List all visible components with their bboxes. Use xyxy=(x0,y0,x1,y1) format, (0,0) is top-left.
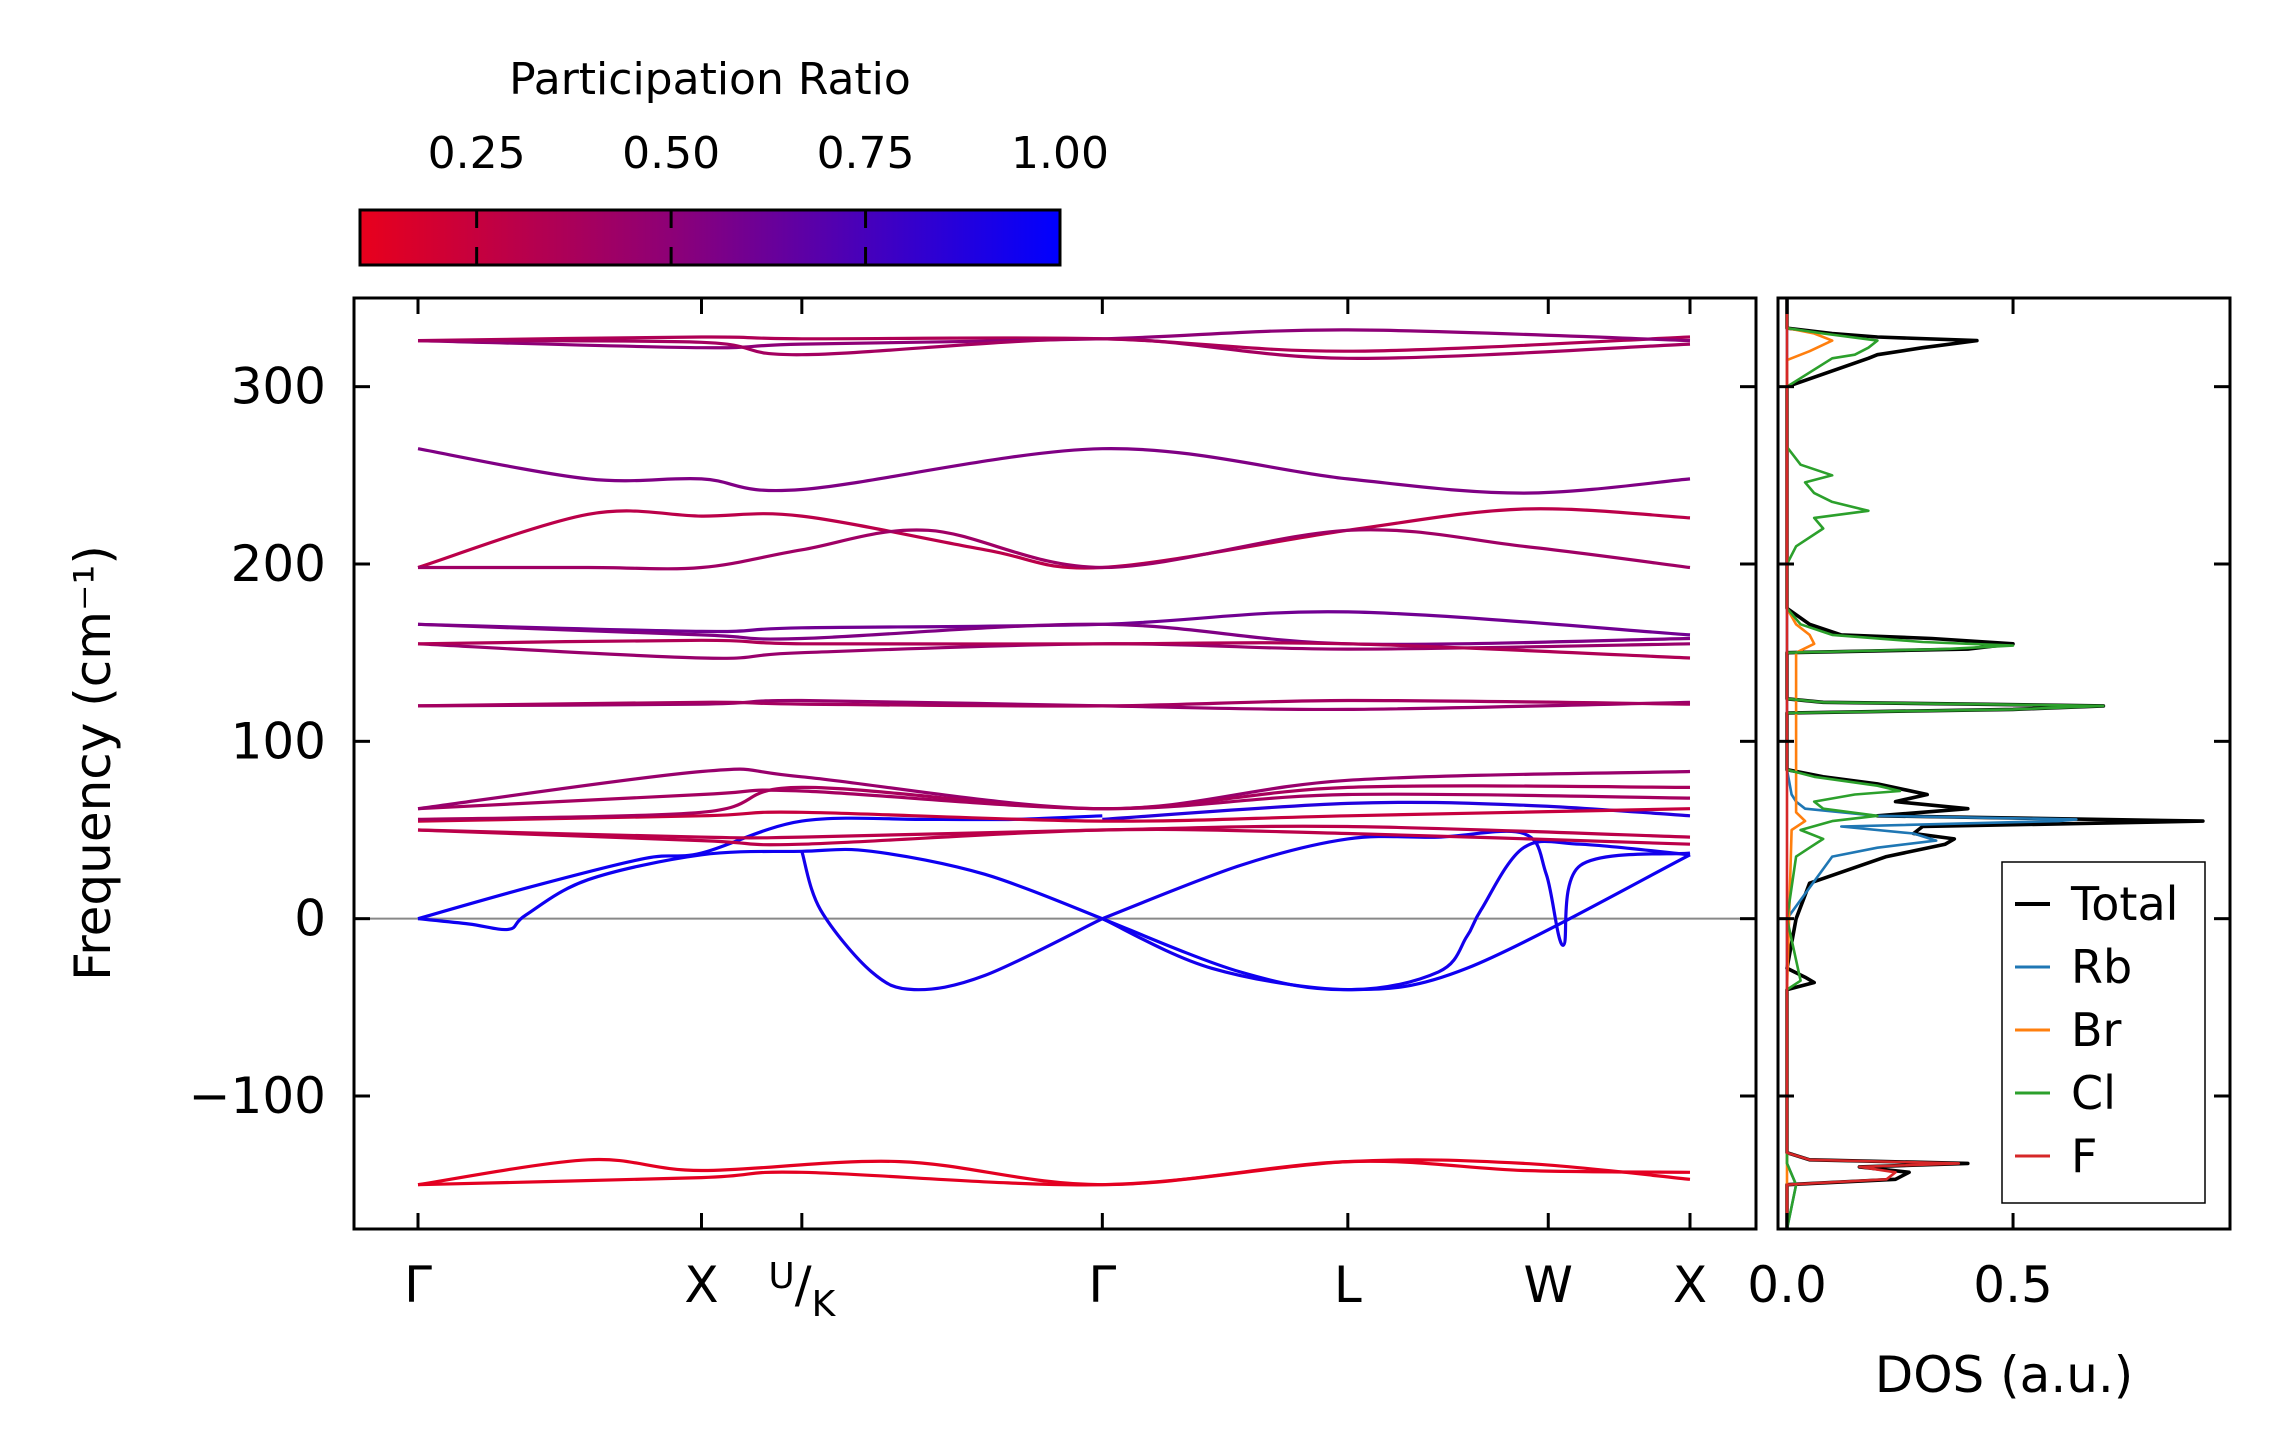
k-point-label: L xyxy=(1334,1256,1362,1314)
phonon-band-band-t1 xyxy=(417,335,1691,353)
dos-x-tick-label: 0.5 xyxy=(1973,1256,2053,1314)
dos-curve-f xyxy=(1785,298,1961,1229)
phonon-band-acoustic-6 xyxy=(1101,853,1691,992)
phonon-band-band-l6 xyxy=(417,784,1691,821)
y-tick-label: 300 xyxy=(231,358,326,416)
legend: Total Rb Br Cl F xyxy=(2001,861,2206,1204)
k-point-label: U/K xyxy=(768,1256,836,1325)
y-tick-label: −100 xyxy=(189,1067,326,1125)
y-tick-label: 200 xyxy=(231,535,326,593)
band-structure-panel: Frequency (cm⁻¹) 300 200 100 0 −100 Γ X U/K Γ L W… xyxy=(64,296,1758,1325)
phonon-band-band-k2 xyxy=(418,528,1691,571)
legend-label: F xyxy=(2071,1129,2097,1183)
k-point-label: X xyxy=(684,1256,718,1314)
phonon-band-band-f2 xyxy=(417,1159,1691,1187)
k-point-label: X xyxy=(1673,1256,1707,1314)
phonon-band-band-l2 xyxy=(417,824,1691,840)
phonon-band-band-t3 xyxy=(417,337,1691,360)
legend-label: Br xyxy=(2071,1003,2122,1057)
colorbar-tick-label: 1.00 xyxy=(1011,128,1109,179)
phonon-band-band-l1 xyxy=(417,827,1691,847)
phonon-band-acoustic-4 xyxy=(1101,839,1691,992)
dos-panel: 0.0 0.5 DOS (a.u.) Total Rb Br Cl F xyxy=(1747,296,2232,1404)
phonon-band-band-m2 xyxy=(417,698,1691,708)
phonon-band-band-h3 xyxy=(417,642,1691,660)
dos-curve-br xyxy=(1785,298,1834,1229)
y-tick-label: 100 xyxy=(231,712,326,770)
dos-axes-frame xyxy=(1776,296,2232,1231)
phonon-band-band-k1 xyxy=(417,507,1691,570)
colorbar-gradient xyxy=(358,208,1062,267)
k-point-label: Γ xyxy=(1088,1256,1116,1314)
y-tick-label: 0 xyxy=(294,890,326,948)
phonon-band-band-h2 xyxy=(417,622,1691,646)
phonon-band-band-t2 xyxy=(417,328,1691,350)
dos-x-axis-label: DOS (a.u.) xyxy=(1875,1346,2134,1404)
legend-label: Total xyxy=(2070,877,2178,931)
y-axis-label: Frequency (cm⁻¹) xyxy=(64,545,122,981)
phonon-band-band-h4 xyxy=(417,638,1691,660)
phonon-band-band-m1 xyxy=(417,698,1691,712)
phonon-band-band-l5 xyxy=(417,767,1691,811)
legend-label: Rb xyxy=(2071,940,2132,994)
colorbar-tick-label: 0.50 xyxy=(622,128,720,179)
phonon-band-band-f1 xyxy=(417,1157,1691,1187)
phonon-band-acoustic-5 xyxy=(1101,829,1691,947)
phonon-band-band-k3 xyxy=(417,447,1691,495)
colorbar: Participation Ratio 0.25 0.50 0.75 1.00 xyxy=(358,54,1109,267)
band-axes-frame xyxy=(352,296,1758,1231)
colorbar-tick-label: 0.25 xyxy=(428,128,526,179)
legend-box xyxy=(2001,861,2206,1204)
k-point-label: W xyxy=(1524,1256,1573,1314)
colorbar-tick-label: 0.75 xyxy=(817,128,915,179)
phonon-band-acoustic-3 xyxy=(800,850,1103,992)
legend-label: Cl xyxy=(2071,1066,2116,1120)
k-point-label: Γ xyxy=(404,1256,432,1314)
dos-x-tick-label: 0.0 xyxy=(1747,1256,1827,1314)
colorbar-label: Participation Ratio xyxy=(509,54,911,105)
phonon-band-band-l3 xyxy=(417,807,1691,823)
